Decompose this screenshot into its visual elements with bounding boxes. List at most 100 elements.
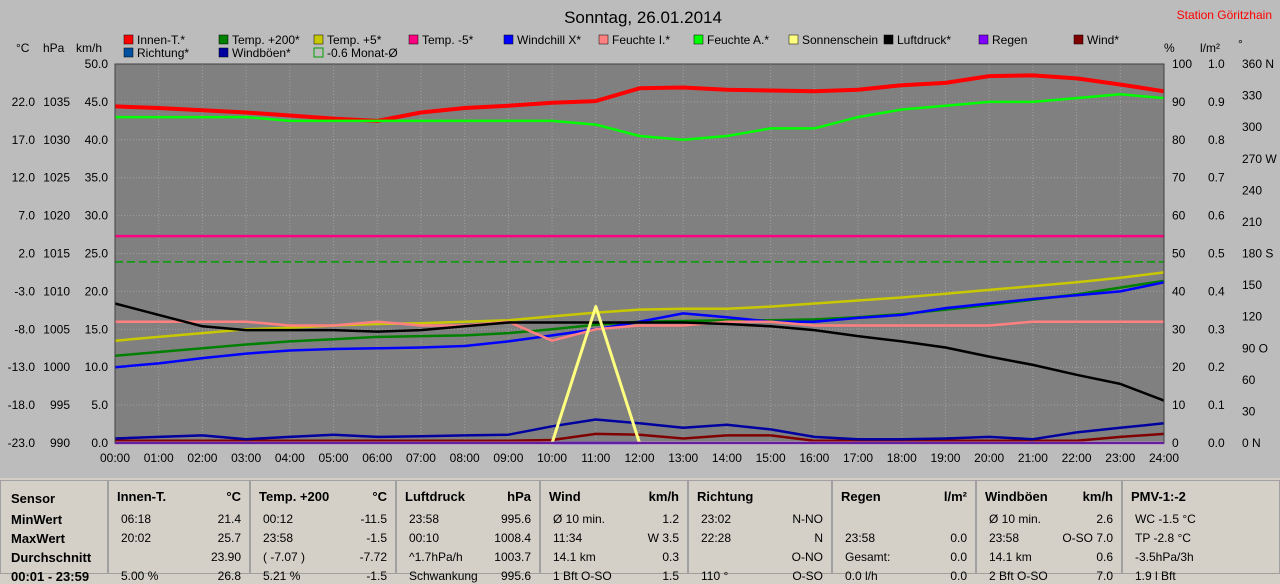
tick-label-degree: 210: [1242, 215, 1262, 229]
tick-label-rain: 0.2: [1208, 360, 1225, 374]
tick-label-hpa: 1015: [43, 247, 70, 261]
stats-cell-value: N-NO: [792, 512, 823, 526]
plot-border: [114, 63, 1165, 444]
tick-label-percent: 20: [1172, 360, 1186, 374]
stats-panel-unit: km/h: [1082, 489, 1113, 504]
stats-cell-label: 2 Bft O-SO: [989, 569, 1048, 583]
stats-cell-label: 23:58: [409, 512, 440, 526]
stats-cell-value: 0.6: [1096, 550, 1113, 564]
stats-cell-value: 25.7: [217, 531, 241, 545]
series-wind: [115, 432, 1165, 442]
tick-label-hpa: 1010: [43, 284, 70, 298]
legend-swatch: [1073, 34, 1084, 45]
stats-panel: Temp. +200 °C 00:12 -11.5 23:58 -1.5 ( -7.07 )…: [250, 480, 396, 583]
stats-cell-label: 00:12: [263, 512, 294, 526]
series-feuchte-a: [115, 93, 1165, 142]
stats-cell-value: -1.5: [366, 569, 387, 583]
tick-label-celsius: 12.0: [12, 171, 36, 185]
stats-panel-title: Wind: [549, 489, 581, 504]
legend-swatch: [788, 34, 799, 45]
stats-panel: Luftdruck hPa 23:58 995.6 00:10 1008.4 ^1.7hPa…: [396, 480, 540, 583]
tick-label-rain: 0.6: [1208, 209, 1225, 223]
tick-label-percent: 50: [1172, 247, 1186, 261]
tick-label-kmh: 5.0: [91, 398, 108, 412]
weather-chart: 50.0 45.0 40.0 35.0 30.0 25.0 20.0 15.0 10.0 5.0 0…: [8, 8, 1278, 465]
station-name: Station Göritzhain: [1177, 8, 1272, 22]
tick-label-celsius: 22.0: [12, 95, 36, 109]
stats-row-labels: Sensor MinWert MaxWert Durchschnitt 00:0…: [0, 480, 108, 584]
tick-label-rain: 0.3: [1208, 322, 1225, 336]
tick-label-percent: 60: [1172, 209, 1186, 223]
series-luftdruck: [114, 302, 1165, 402]
tick-label-time: 24:00: [1149, 451, 1179, 465]
series-lines: [114, 73, 1165, 445]
tick-label-time: 17:00: [843, 451, 873, 465]
legend-label: Luftdruck*: [897, 33, 951, 47]
stats-cell-value: 0.0: [950, 550, 967, 564]
tick-label-hpa: 990: [50, 436, 70, 450]
legend-label: Windböen*: [232, 46, 291, 60]
tick-label-celsius: 17.0: [12, 133, 36, 147]
series-temp-5: [114, 271, 1165, 342]
stats-cell-label: WC -1.5 °C: [1135, 512, 1196, 526]
legend-label: Feuchte A.*: [707, 33, 769, 47]
tick-label-time: 01:00: [144, 451, 174, 465]
tick-label-kmh: 0.0: [91, 436, 108, 450]
tick-labels: 50.0 45.0 40.0 35.0 30.0 25.0 20.0 15.0 10.0 5.0 0…: [8, 57, 1278, 465]
tick-label-kmh: 30.0: [85, 209, 109, 223]
tick-label-time: 11:00: [581, 451, 610, 465]
stats-cell-label: ^1.7hPa/h: [409, 550, 463, 564]
tick-label-degree: 300: [1242, 120, 1262, 134]
stats-cell-label: 23:58: [989, 531, 1020, 545]
tick-label-time: 08:00: [450, 451, 480, 465]
stats-cell-label: 5.21 %: [263, 569, 301, 583]
legend-label: Innen-T.*: [137, 33, 185, 47]
tick-label-celsius: 2.0: [18, 247, 35, 261]
tick-label-time: 02:00: [187, 451, 217, 465]
tick-label-rain: 0.7: [1208, 171, 1225, 185]
stats-cell-label: 5.00 %: [121, 569, 159, 583]
tick-label-time: 10:00: [537, 451, 567, 465]
legend-label: Windchill X*: [517, 33, 581, 47]
tick-label-degree: 240: [1242, 183, 1262, 197]
tick-label-rain: 0.0: [1208, 436, 1225, 450]
stats-cell-value: 7.0: [1096, 569, 1113, 583]
legend-swatch: [218, 34, 229, 45]
tick-label-degree: 360 N: [1242, 57, 1274, 71]
stats-cell-label: 06:18: [121, 512, 152, 526]
stats-panel-title: PMV-1:-2: [1131, 489, 1186, 504]
stats-panel-unit: l/m²: [943, 489, 967, 504]
tick-label-hpa: 1030: [43, 133, 70, 147]
legend-label: Wind*: [1087, 33, 1119, 47]
tick-label-hpa: 1035: [43, 95, 70, 109]
stats-cell-label: 14.1 km: [553, 550, 596, 564]
stats-panel-title: Richtung: [697, 489, 754, 504]
stats-cell-value: 2.6: [1096, 512, 1113, 526]
stats-panel: Innen-T. °C 06:18 21.4 20:02 25.7 23.90 5.00 % 2…: [108, 480, 250, 583]
stats-cell-value: N: [814, 531, 823, 545]
tick-label-percent: 10: [1172, 398, 1186, 412]
legend-swatch: [503, 34, 514, 45]
tick-label-time: 04:00: [275, 451, 305, 465]
legend-swatch: [883, 34, 894, 45]
tick-label-rain: 0.1: [1208, 398, 1225, 412]
axis-title-celsius: °C: [16, 41, 30, 55]
stats-cell-label: Schwankung: [409, 569, 478, 583]
stats-panel: Wind km/h Ø 10 min. 1.2 11:34 W 3.5 14.1 km 0.3…: [540, 480, 688, 583]
row-label-min: MinWert: [11, 512, 63, 527]
stats-cell-label: 20:02: [121, 531, 152, 545]
tick-label-time: 13:00: [668, 451, 698, 465]
tick-label-celsius: 7.0: [18, 209, 35, 223]
legend-label: Feuchte I.*: [612, 33, 670, 47]
tick-label-kmh: 50.0: [85, 57, 109, 71]
legend-label: Temp. -5*: [422, 33, 474, 47]
stats-cell-label: Ø 10 min.: [989, 512, 1042, 526]
tick-label-time: 23:00: [1105, 451, 1135, 465]
stats-panel-unit: km/h: [648, 489, 679, 504]
tick-label-celsius: -23.0: [8, 436, 36, 450]
stats-panel-title: Luftdruck: [405, 489, 465, 504]
legend-label: Regen: [992, 33, 1027, 47]
stats-cell-label: Gesamt:: [845, 550, 891, 564]
stats-cell-value: -1.5: [366, 531, 387, 545]
tick-label-time: 06:00: [362, 451, 392, 465]
